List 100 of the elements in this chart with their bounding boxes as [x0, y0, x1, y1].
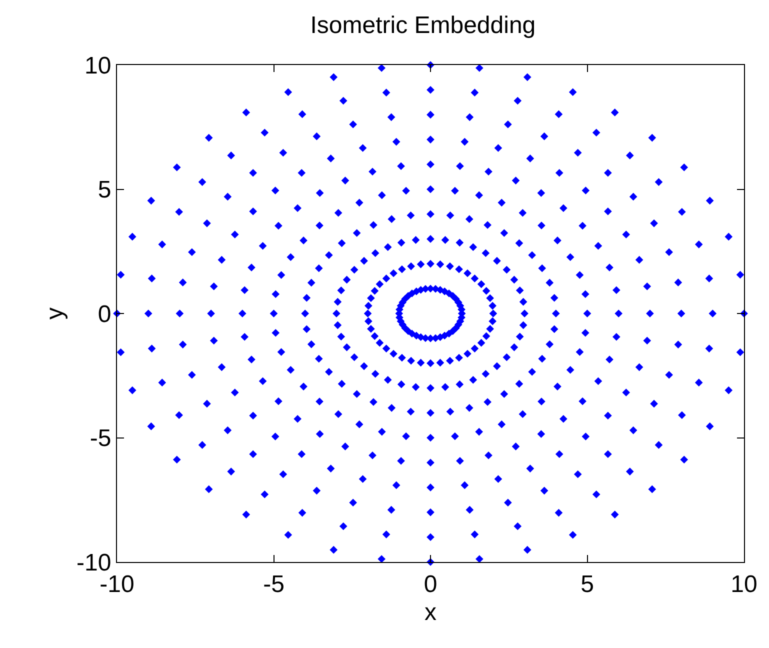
point	[172, 163, 181, 172]
point	[426, 160, 434, 168]
point	[358, 475, 367, 483]
point	[358, 144, 367, 152]
point	[274, 222, 282, 230]
point	[364, 302, 372, 310]
point	[502, 266, 511, 274]
point	[500, 390, 508, 398]
point	[520, 310, 528, 318]
point	[426, 359, 434, 368]
point	[610, 108, 619, 116]
point	[629, 426, 638, 434]
point	[302, 325, 311, 334]
point	[537, 430, 546, 438]
point	[552, 310, 560, 318]
point	[349, 498, 357, 507]
point	[334, 208, 342, 217]
point	[540, 486, 548, 495]
point	[486, 294, 494, 302]
point	[604, 168, 612, 177]
point	[378, 555, 386, 563]
point	[574, 470, 582, 478]
point	[368, 451, 376, 460]
point	[470, 530, 479, 538]
point	[198, 178, 206, 186]
point	[384, 376, 392, 384]
point	[370, 221, 378, 229]
point	[387, 113, 396, 122]
point	[604, 207, 612, 216]
point	[227, 468, 236, 476]
point	[426, 334, 434, 342]
point	[466, 506, 474, 514]
point	[350, 266, 358, 274]
point	[476, 555, 484, 563]
x-tick-label: 10	[730, 570, 758, 598]
point	[646, 310, 654, 318]
point	[314, 354, 323, 363]
point	[482, 249, 490, 258]
point	[475, 191, 483, 200]
point	[566, 366, 574, 374]
point	[648, 485, 656, 494]
point	[465, 404, 474, 412]
chart-title: Isometric Embedding	[310, 12, 536, 39]
point	[407, 356, 415, 365]
point	[436, 260, 444, 268]
point	[502, 353, 511, 362]
point	[706, 422, 714, 430]
point	[426, 260, 434, 268]
point	[382, 88, 390, 96]
point	[260, 128, 269, 136]
point	[398, 265, 406, 274]
point	[622, 230, 630, 238]
point	[408, 330, 416, 338]
x-tick-label: 5	[580, 570, 594, 598]
point	[258, 242, 267, 250]
point	[426, 533, 434, 542]
point	[294, 414, 302, 423]
point	[172, 456, 181, 464]
point	[678, 411, 686, 420]
point	[116, 270, 125, 279]
point	[416, 260, 425, 268]
point	[352, 229, 361, 237]
point	[426, 484, 434, 492]
point	[504, 498, 512, 507]
point	[612, 332, 620, 341]
point	[325, 251, 333, 259]
point	[248, 356, 256, 364]
point	[510, 343, 518, 352]
point	[665, 248, 673, 256]
point	[606, 356, 614, 364]
point	[550, 325, 558, 334]
point	[546, 278, 554, 287]
x-axis-title: x	[424, 599, 436, 626]
point	[614, 310, 622, 318]
point	[307, 278, 316, 287]
point	[578, 222, 586, 230]
point	[546, 340, 554, 348]
point	[341, 176, 350, 184]
point	[612, 286, 620, 294]
point	[464, 269, 472, 278]
point	[382, 530, 390, 538]
point	[300, 236, 308, 244]
point	[674, 340, 682, 348]
point	[526, 464, 534, 472]
point	[643, 282, 652, 290]
point	[540, 132, 548, 140]
point	[554, 382, 562, 390]
point	[178, 340, 187, 348]
point	[470, 274, 479, 282]
point	[207, 310, 215, 318]
point	[300, 382, 308, 390]
point	[406, 211, 415, 220]
point	[510, 276, 518, 284]
point	[555, 450, 564, 458]
point	[227, 152, 236, 160]
point	[382, 344, 390, 352]
point	[470, 88, 479, 96]
point	[312, 486, 321, 495]
point	[271, 432, 280, 440]
point	[274, 397, 282, 406]
